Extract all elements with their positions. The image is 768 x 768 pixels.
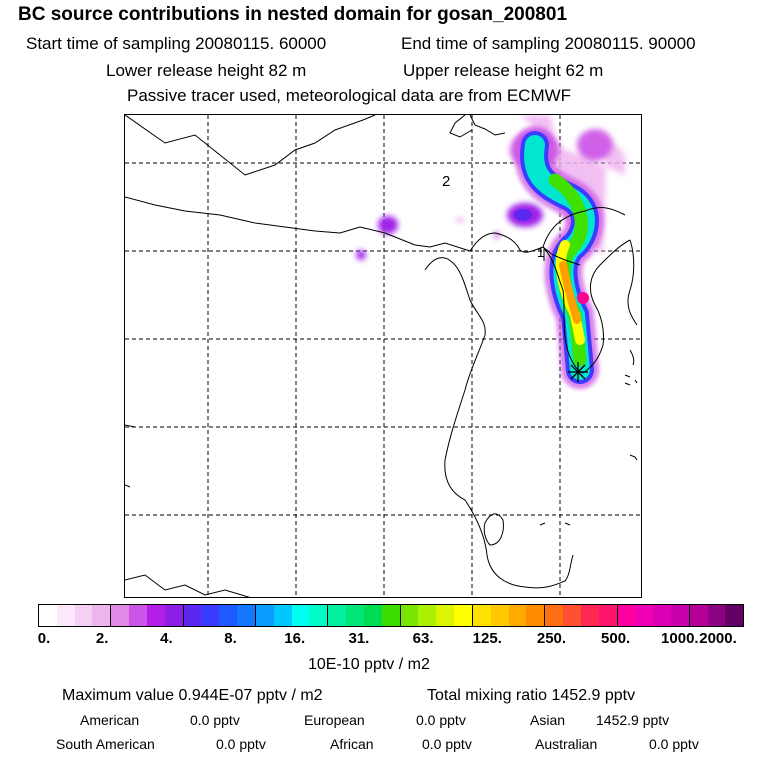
south-american-label: South American	[56, 736, 155, 752]
tracer-info-label: Passive tracer used, meteorological data…	[127, 86, 572, 105]
colorbar-swatch	[129, 605, 147, 626]
colorbar-swatch	[39, 605, 57, 626]
colorbar-swatch	[707, 605, 726, 626]
colorbar-swatch	[400, 605, 419, 626]
colorbar-swatch	[146, 605, 165, 626]
colorbar-unit-label: 10E-10 pptv / m2	[308, 656, 430, 673]
upper-release-height-label: Upper release height 62 m	[403, 61, 604, 80]
colorbar-swatch	[363, 605, 382, 626]
lower-release-height-label: Lower release height 82 m	[106, 61, 307, 80]
colorbar-swatch	[237, 605, 256, 626]
colorbar-swatch	[526, 605, 546, 626]
start-time-label: Start time of sampling 20080115. 60000	[26, 34, 327, 53]
colorbar-swatch	[346, 605, 364, 626]
colorbar-swatch	[490, 605, 509, 626]
colorbar-swatch	[580, 605, 599, 626]
colorbar-tick-label: 500.	[601, 630, 631, 647]
colorbar-swatch	[309, 605, 329, 626]
end-time-label: End time of sampling 20080115. 90000	[401, 34, 696, 53]
colorbar-swatch	[689, 605, 708, 626]
south-american-value: 0.0 pptv	[216, 736, 266, 752]
coastlines	[125, 115, 638, 597]
colorbar-swatch	[255, 605, 274, 626]
colorbar-swatch	[545, 605, 564, 626]
map-panel: 2 1	[124, 114, 642, 598]
colorbar-tick-label: 2.	[95, 630, 109, 647]
colorbar-tick-label: 125.	[472, 630, 502, 647]
asian-label: Asian	[530, 712, 566, 728]
colorbar-tick-label: 63.	[412, 630, 434, 647]
colorbar-tick-label: 8.	[224, 630, 237, 647]
colorbar-swatch	[635, 605, 654, 626]
colorbar-swatch	[418, 605, 437, 626]
colorbar-tick-label: 4.	[160, 630, 173, 647]
map-canvas: 2 1	[125, 115, 641, 597]
colorbar-swatch	[56, 605, 75, 626]
european-label: European	[304, 712, 365, 728]
colorbar-swatch	[164, 605, 184, 626]
colorbar-swatch	[111, 605, 130, 626]
colorbar-tick-label: 31.	[348, 630, 370, 647]
colorbar-swatch	[74, 605, 93, 626]
colorbar-swatch	[508, 605, 527, 626]
colorbar-swatch	[201, 605, 220, 626]
american-label: American	[80, 712, 140, 728]
colorbar-swatch	[219, 605, 238, 626]
asterisk-marker-icon	[568, 362, 588, 382]
american-value: 0.0 pptv	[190, 712, 240, 728]
colorbar-swatch	[670, 605, 690, 626]
colorbar-swatch	[598, 605, 618, 626]
african-label: African	[330, 736, 374, 752]
colorbar-swatch	[653, 605, 671, 626]
country-borders	[125, 115, 581, 488]
map-label-1: 1	[537, 245, 544, 260]
colorbar-swatch	[328, 605, 347, 626]
maximum-value-label: Maximum value 0.944E-07 pptv / m2	[62, 687, 323, 704]
colorbar-swatch	[454, 605, 473, 626]
european-value: 0.0 pptv	[416, 712, 466, 728]
grid-lines	[125, 115, 641, 597]
colorbar-tick-label: 2000.	[699, 630, 737, 647]
colorbar-swatch	[563, 605, 581, 626]
african-value: 0.0 pptv	[422, 736, 472, 752]
colorbar-tick-label: 16.	[284, 630, 306, 647]
colorbar-swatch	[92, 605, 112, 626]
tracer-plume	[356, 115, 625, 389]
map-label-2: 2	[442, 173, 450, 190]
colorbar-swatch	[291, 605, 310, 626]
colorbar	[38, 604, 744, 627]
colorbar-swatch	[183, 605, 202, 626]
colorbar-swatch	[617, 605, 636, 626]
colorbar-swatch	[725, 605, 744, 626]
australian-label: Australian	[535, 736, 598, 752]
colorbar-tick-label: 1000.	[661, 630, 699, 647]
map-title: BC source contributions in nested domain…	[18, 4, 568, 25]
colorbar-swatch	[273, 605, 292, 626]
australian-value: 0.0 pptv	[649, 736, 699, 752]
colorbar-tick-label: 250.	[536, 630, 567, 647]
colorbar-swatch	[436, 605, 455, 626]
total-mixing-ratio-label: Total mixing ratio 1452.9 pptv	[427, 687, 636, 704]
colorbar-swatch	[381, 605, 401, 626]
colorbar-swatch	[472, 605, 491, 626]
colorbar-tick-label: 0.	[37, 630, 51, 647]
asian-value: 1452.9 pptv	[596, 712, 670, 728]
